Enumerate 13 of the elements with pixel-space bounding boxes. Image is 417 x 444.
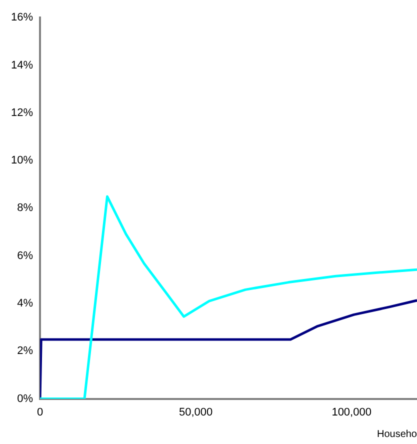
x-axis-title: Househo — [376, 428, 417, 440]
x-tick-label: 0 — [36, 406, 44, 418]
y-tick-label: 0% — [17, 392, 34, 405]
y-tick-label: 4% — [17, 298, 34, 310]
x-tick-label: 100,000 — [332, 406, 372, 418]
y-tick-label: 2% — [17, 345, 34, 358]
y-tick-label: 8% — [17, 202, 34, 214]
y-tick-label: 6% — [17, 250, 34, 262]
y-tick-label: 12% — [10, 106, 34, 119]
y-tick-label: 16% — [10, 12, 34, 24]
x-tick-label: 50,000 — [178, 406, 213, 418]
y-tick-label: 10% — [10, 154, 34, 167]
y-tick-label: 14% — [10, 59, 34, 72]
